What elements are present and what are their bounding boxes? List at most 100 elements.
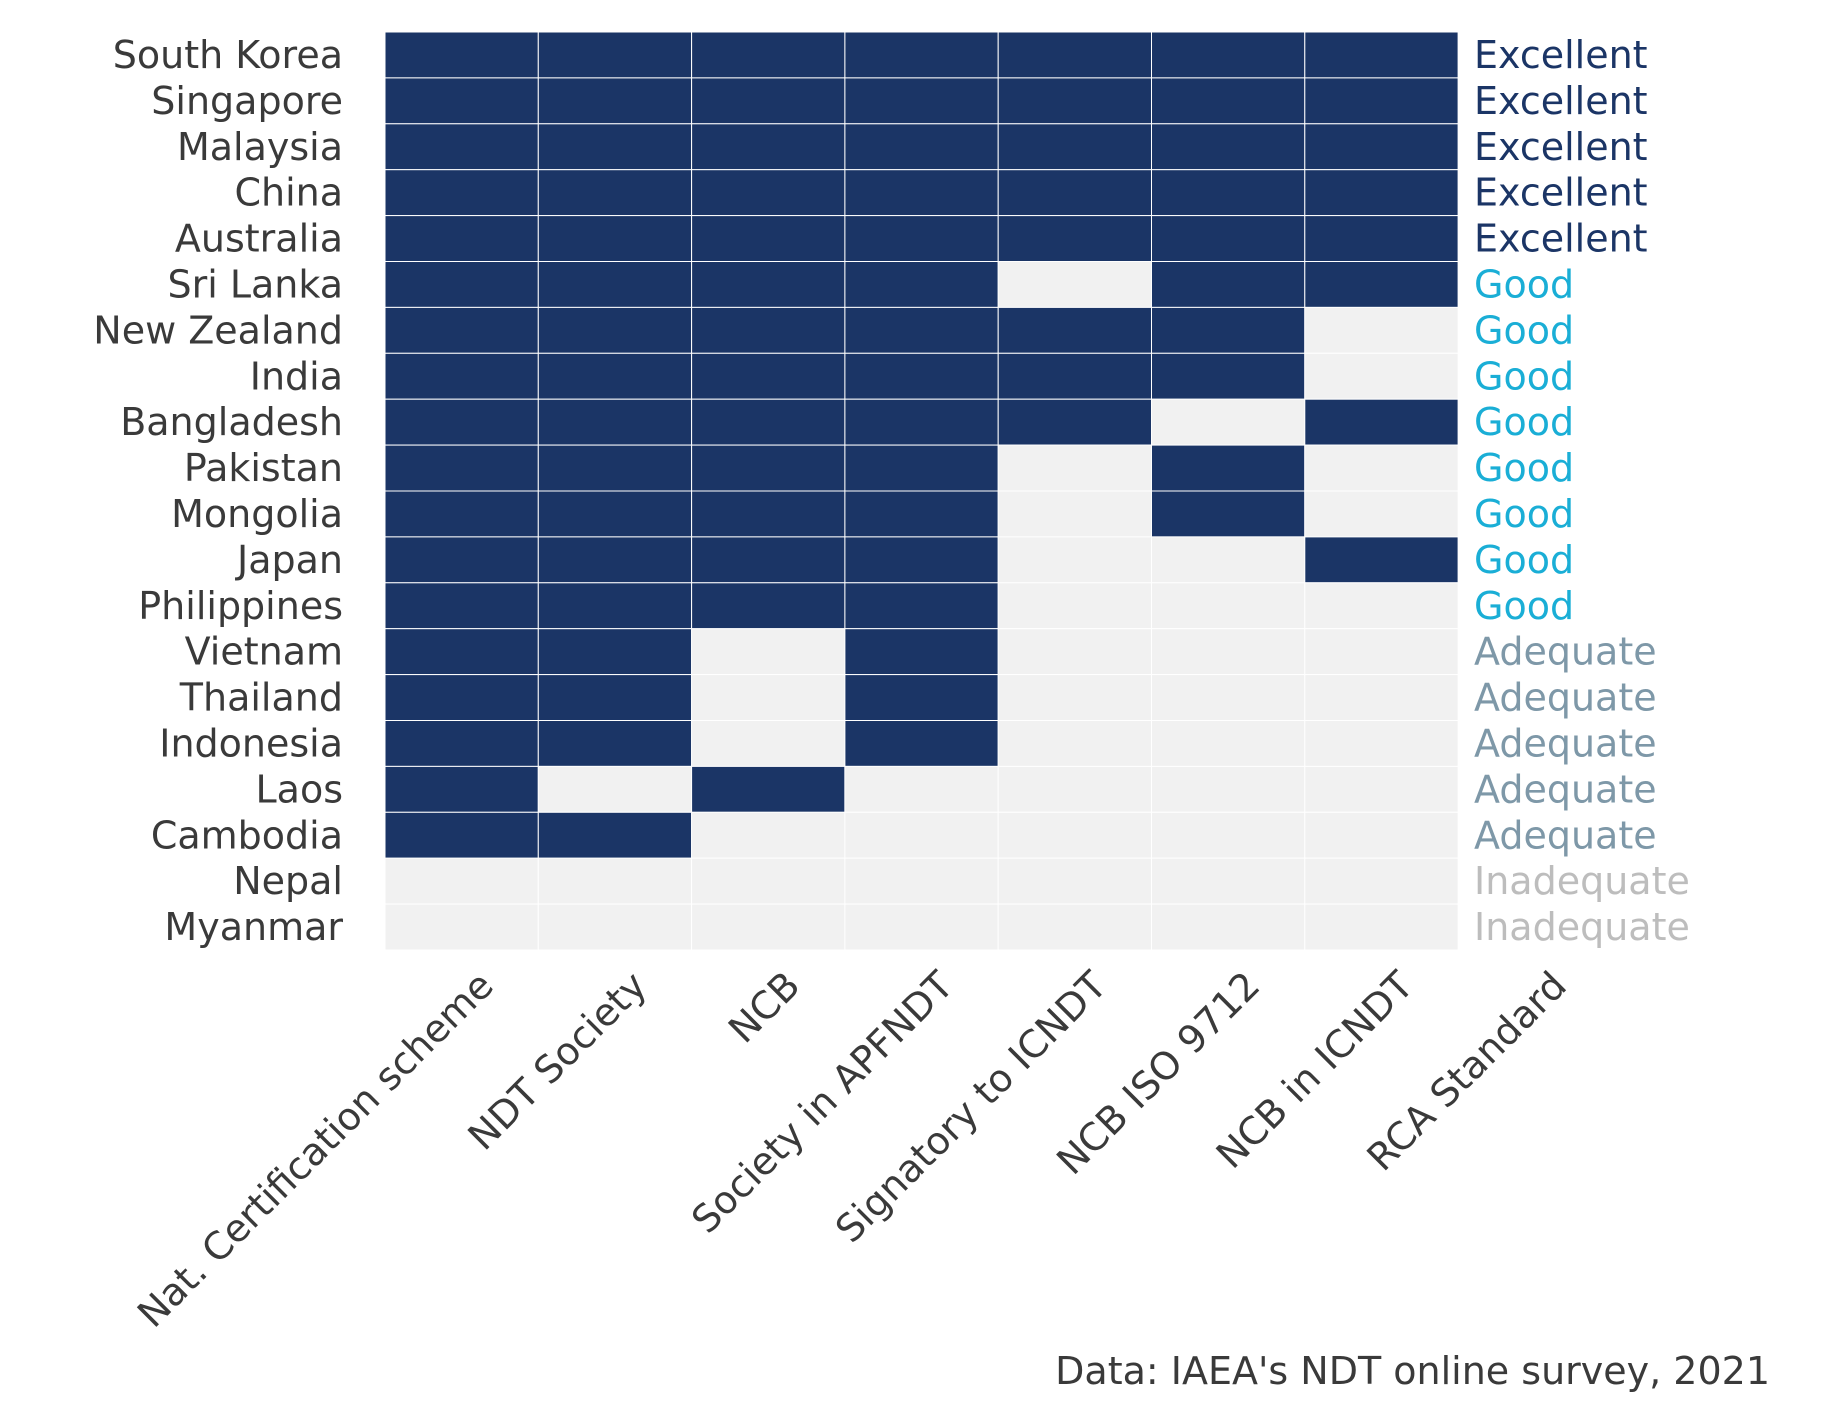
cell-myanmar-society-in-apfndt: [844, 903, 999, 951]
cell-australia-ncb-iso-9712: [1151, 215, 1306, 263]
cell-india-ncb: [691, 352, 846, 400]
cell-mongolia-ncb: [691, 490, 846, 538]
cell-singapore-ncb-in-icndt: [1304, 77, 1459, 125]
cell-china-ncb-in-icndt: [1304, 169, 1459, 217]
cell-sri-lanka-ncb: [691, 261, 846, 308]
cell-new-zealand-ncb-in-icndt: [1304, 306, 1459, 354]
cell-australia-ncb-in-icndt: [1304, 215, 1459, 263]
cell-cambodia-signatory-to-icndt: [997, 811, 1153, 859]
cell-singapore-ndt-society: [537, 77, 693, 125]
rating-label-malaysia: Excellent: [1474, 125, 1648, 169]
cell-pakistan-ndt-society: [537, 444, 693, 492]
cell-indonesia-ncb: [691, 720, 846, 767]
cell-japan-ncb-in-icndt: [1304, 536, 1459, 584]
cell-cambodia-nat-certification-scheme: [384, 811, 539, 859]
rating-label-australia: Excellent: [1474, 217, 1648, 261]
cell-philippines-signatory-to-icndt: [997, 582, 1153, 630]
cell-nepal-signatory-to-icndt: [997, 857, 1153, 905]
cell-china-ncb-iso-9712: [1151, 169, 1306, 217]
cell-cambodia-ncb: [691, 811, 846, 859]
cell-bangladesh-ncb-iso-9712: [1151, 398, 1306, 446]
country-label-australia: Australia: [175, 217, 343, 261]
cell-indonesia-ncb-in-icndt: [1304, 720, 1459, 767]
cell-sri-lanka-ndt-society: [537, 261, 693, 308]
cell-pakistan-ncb: [691, 444, 846, 492]
column-label-nat-certification-scheme: Nat. Certification scheme: [129, 963, 502, 1336]
cell-mongolia-ndt-society: [537, 490, 693, 538]
cell-india-ncb-in-icndt: [1304, 352, 1459, 400]
rating-labels: ExcellentExcellentExcellentExcellentExce…: [1474, 33, 1690, 949]
cell-vietnam-ncb-in-icndt: [1304, 628, 1459, 676]
cell-south-korea-ncb-iso-9712: [1151, 31, 1306, 79]
cell-nepal-ncb-iso-9712: [1151, 857, 1306, 905]
cell-pakistan-ncb-iso-9712: [1151, 444, 1306, 492]
cell-south-korea-ndt-society: [537, 31, 693, 79]
country-label-philippines: Philippines: [138, 584, 343, 628]
cell-philippines-ncb-in-icndt: [1304, 582, 1459, 630]
cell-myanmar-ndt-society: [537, 903, 693, 951]
cell-malaysia-signatory-to-icndt: [997, 123, 1153, 171]
cell-malaysia-ncb: [691, 123, 846, 171]
cell-philippines-society-in-apfndt: [844, 582, 999, 630]
cell-japan-ndt-society: [537, 536, 693, 584]
cell-laos-society-in-apfndt: [844, 765, 999, 813]
cell-mongolia-ncb-iso-9712: [1151, 490, 1306, 538]
rating-label-thailand: Adequate: [1474, 676, 1657, 720]
cell-south-korea-society-in-apfndt: [844, 31, 999, 79]
column-label-signatory-to-icndt: Signatory to ICNDT: [827, 962, 1116, 1251]
cell-singapore-signatory-to-icndt: [997, 77, 1153, 125]
cell-new-zealand-nat-certification-scheme: [384, 306, 539, 354]
cell-singapore-ncb: [691, 77, 846, 125]
cell-india-nat-certification-scheme: [384, 352, 539, 400]
country-label-singapore: Singapore: [151, 79, 343, 123]
cell-japan-society-in-apfndt: [844, 536, 999, 584]
country-label-nepal: Nepal: [233, 859, 343, 903]
cell-china-nat-certification-scheme: [384, 169, 539, 217]
cell-new-zealand-signatory-to-icndt: [997, 306, 1153, 354]
cell-laos-nat-certification-scheme: [384, 765, 539, 813]
cell-malaysia-nat-certification-scheme: [384, 123, 539, 171]
cell-bangladesh-nat-certification-scheme: [384, 398, 539, 446]
cell-malaysia-society-in-apfndt: [844, 123, 999, 171]
cell-sri-lanka-ncb-in-icndt: [1304, 261, 1459, 308]
cell-new-zealand-ncb: [691, 306, 846, 354]
cell-cambodia-ndt-society: [537, 811, 693, 859]
cell-vietnam-nat-certification-scheme: [384, 628, 539, 676]
rating-label-pakistan: Good: [1474, 446, 1574, 490]
cell-south-korea-nat-certification-scheme: [384, 31, 539, 79]
rating-label-south-korea: Excellent: [1474, 33, 1648, 77]
cell-mongolia-ncb-in-icndt: [1304, 490, 1459, 538]
rating-label-singapore: Excellent: [1474, 79, 1648, 123]
cell-philippines-ndt-society: [537, 582, 693, 630]
cell-india-ncb-iso-9712: [1151, 352, 1306, 400]
cell-vietnam-society-in-apfndt: [844, 628, 999, 676]
cell-cambodia-ncb-iso-9712: [1151, 811, 1306, 859]
cell-australia-nat-certification-scheme: [384, 215, 539, 263]
cell-myanmar-nat-certification-scheme: [384, 903, 539, 951]
cell-china-signatory-to-icndt: [997, 169, 1153, 217]
country-label-vietnam: Vietnam: [185, 630, 343, 674]
cell-indonesia-society-in-apfndt: [844, 720, 999, 767]
cell-china-society-in-apfndt: [844, 169, 999, 217]
country-label-myanmar: Myanmar: [164, 905, 343, 949]
country-label-thailand: Thailand: [179, 676, 343, 720]
rating-label-vietnam: Adequate: [1474, 630, 1657, 674]
rating-label-laos: Adequate: [1474, 767, 1657, 811]
cell-japan-nat-certification-scheme: [384, 536, 539, 584]
cell-vietnam-ncb: [691, 628, 846, 676]
cell-mongolia-signatory-to-icndt: [997, 490, 1153, 538]
cell-malaysia-ncb-in-icndt: [1304, 123, 1459, 171]
rating-label-myanmar: Inadequate: [1474, 905, 1690, 949]
rating-label-mongolia: Good: [1474, 492, 1574, 536]
rating-label-philippines: Good: [1474, 584, 1574, 628]
cell-vietnam-ncb-iso-9712: [1151, 628, 1306, 676]
country-label-laos: Laos: [255, 767, 343, 811]
data-source-caption: Data: IAEA's NDT online survey, 2021: [1055, 1349, 1770, 1393]
cell-nepal-nat-certification-scheme: [384, 857, 539, 905]
cell-vietnam-signatory-to-icndt: [997, 628, 1153, 676]
country-label-china: China: [234, 171, 343, 215]
cell-mongolia-society-in-apfndt: [844, 490, 999, 538]
cell-bangladesh-ndt-society: [537, 398, 693, 446]
